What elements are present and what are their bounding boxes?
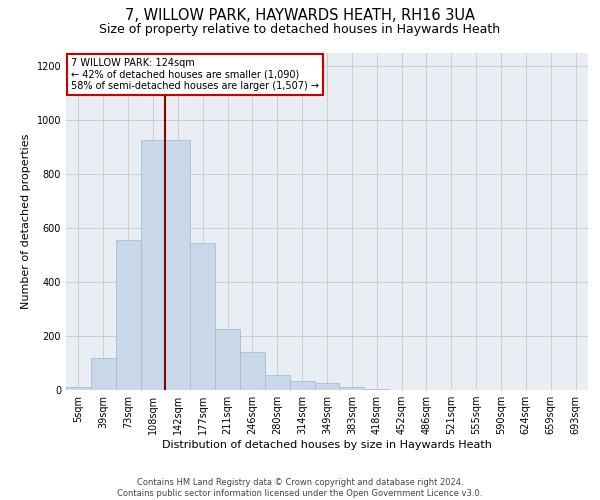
Bar	[364, 388, 389, 390]
Text: Size of property relative to detached houses in Haywards Heath: Size of property relative to detached ho…	[100, 22, 500, 36]
Bar	[215, 329, 240, 390]
Bar	[66, 388, 91, 390]
Text: 7, WILLOW PARK, HAYWARDS HEATH, RH16 3UA: 7, WILLOW PARK, HAYWARDS HEATH, RH16 3UA	[125, 8, 475, 22]
Bar	[91, 358, 116, 390]
X-axis label: Distribution of detached houses by size in Haywards Heath: Distribution of detached houses by size …	[162, 440, 492, 450]
Bar	[116, 240, 140, 390]
Text: 7 WILLOW PARK: 124sqm
← 42% of detached houses are smaller (1,090)
58% of semi-d: 7 WILLOW PARK: 124sqm ← 42% of detached …	[71, 58, 319, 91]
Bar	[290, 381, 314, 390]
Text: Contains HM Land Registry data © Crown copyright and database right 2024.
Contai: Contains HM Land Registry data © Crown c…	[118, 478, 482, 498]
Bar	[314, 383, 340, 390]
Y-axis label: Number of detached properties: Number of detached properties	[21, 134, 31, 309]
Bar	[340, 388, 364, 390]
Bar	[265, 374, 290, 390]
Bar	[166, 140, 190, 390]
Bar	[190, 243, 215, 390]
Bar	[240, 352, 265, 390]
Bar	[140, 140, 166, 390]
